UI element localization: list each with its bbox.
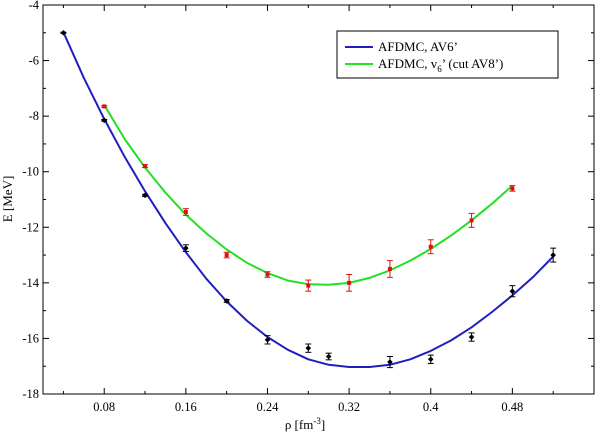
data-point-series-2 xyxy=(386,260,393,278)
data-point-series-1 xyxy=(101,117,108,124)
x-tick-label: 0.24 xyxy=(257,400,280,414)
marker-square xyxy=(143,164,148,169)
marker-square xyxy=(183,210,188,215)
data-point-series-2 xyxy=(182,208,189,216)
data-point-series-1 xyxy=(142,192,149,199)
y-tick-label: -18 xyxy=(22,387,39,401)
y-tick-label: -4 xyxy=(29,0,40,12)
data-point-series-2 xyxy=(509,185,516,192)
fit-curve-series-2 xyxy=(103,104,514,286)
data-points xyxy=(60,29,557,369)
data-point-series-1 xyxy=(223,298,230,304)
marker-square xyxy=(102,104,107,109)
marker-square xyxy=(347,280,352,285)
marker-diamond xyxy=(550,252,556,258)
data-point-series-1 xyxy=(264,335,271,345)
data-point-series-1 xyxy=(325,352,332,361)
marker-square xyxy=(265,272,270,277)
y-tick-label: -10 xyxy=(22,165,39,179)
marker-square xyxy=(387,266,392,271)
marker-diamond xyxy=(468,334,475,340)
y-tick-label: -14 xyxy=(22,276,39,290)
y-axis-title: E [MeV] xyxy=(0,176,15,223)
marker-diamond xyxy=(183,245,189,251)
data-point-series-2 xyxy=(142,164,149,169)
data-point-series-1 xyxy=(386,355,393,369)
marker-diamond xyxy=(101,117,108,124)
data-point-series-2 xyxy=(346,274,353,292)
marker-square xyxy=(469,218,474,223)
fit-curve-series-1 xyxy=(62,31,554,368)
legend-box xyxy=(336,30,559,79)
data-point-series-2 xyxy=(264,271,271,278)
x-tick-label: 0.48 xyxy=(501,400,523,414)
data-point-series-1 xyxy=(305,343,312,353)
data-point-series-1 xyxy=(550,247,557,263)
marker-square xyxy=(306,283,311,288)
data-point-series-1 xyxy=(60,29,67,36)
marker-diamond xyxy=(142,192,148,199)
x-tick-label: 0.4 xyxy=(423,400,439,414)
data-point-series-2 xyxy=(468,212,475,228)
marker-diamond xyxy=(305,345,312,351)
data-point-series-2 xyxy=(427,239,434,255)
marker-square xyxy=(428,244,433,249)
y-tick-label: -16 xyxy=(22,331,39,345)
fit-curves xyxy=(62,31,554,368)
x-axis-title: ρ [fm-3] xyxy=(285,416,325,432)
data-point-series-2 xyxy=(223,251,230,259)
legend-label-av6: AFDMC, AV6’ xyxy=(378,39,458,54)
data-point-series-2 xyxy=(305,279,312,292)
y-tick-label: -6 xyxy=(29,54,39,68)
x-tick-label: 0.32 xyxy=(338,400,360,414)
data-point-series-1 xyxy=(182,244,189,252)
data-point-series-1 xyxy=(427,354,434,364)
y-tick-label: -12 xyxy=(22,220,39,234)
data-point-series-1 xyxy=(509,285,516,298)
marker-diamond xyxy=(325,353,332,360)
marker-diamond xyxy=(60,29,67,36)
legend-label-v6: AFDMC, v6’ (cut AV8’) xyxy=(378,56,503,74)
marker-diamond xyxy=(509,288,516,294)
marker-square xyxy=(224,253,229,258)
marker-diamond xyxy=(387,359,393,365)
x-tick-label: 0.08 xyxy=(93,400,115,414)
y-tick-label: -8 xyxy=(29,109,39,123)
legend: AFDMC, AV6’ AFDMC, v6’ (cut AV8’) xyxy=(336,30,559,79)
data-point-series-2 xyxy=(101,104,108,109)
data-point-series-1 xyxy=(468,332,475,342)
marker-diamond xyxy=(264,337,271,343)
marker-diamond xyxy=(427,356,434,363)
axis-ticks: 0.08 0.16 0.24 0.32 0.4 0.48 -18 -16 -14 -12 -10 -8… xyxy=(22,0,594,414)
x-tick-label: 0.16 xyxy=(175,400,197,414)
marker-diamond xyxy=(223,298,230,304)
marker-square xyxy=(510,186,515,191)
